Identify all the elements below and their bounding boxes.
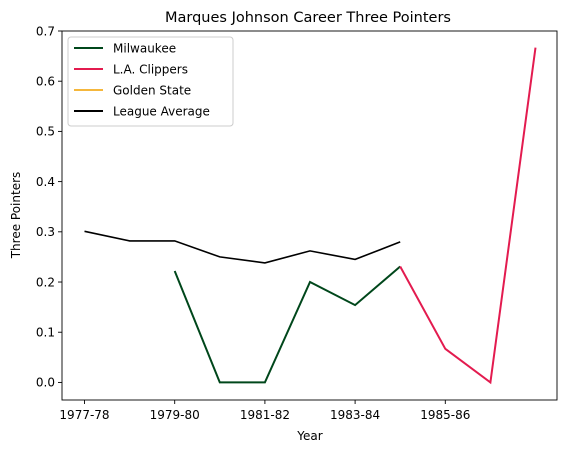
y-tick-label: 0.5 xyxy=(36,125,55,139)
x-tick-label: 1977-78 xyxy=(59,408,109,422)
chart-title: Marques Johnson Career Three Pointers xyxy=(165,10,451,26)
y-tick-label: 0.7 xyxy=(36,24,55,38)
plot-frame xyxy=(61,30,558,401)
y-tick-label: 0.6 xyxy=(36,75,55,89)
legend-box xyxy=(67,36,234,127)
legend-label: Golden State xyxy=(113,83,191,97)
legend-label: Milwaukee xyxy=(113,41,176,55)
legend-label: L.A. Clippers xyxy=(113,62,188,76)
x-tick-label: 1985-86 xyxy=(420,408,470,422)
series-line-1 xyxy=(399,47,537,385)
y-tick-label: 0.4 xyxy=(36,175,55,189)
x-tick-label: 1979-80 xyxy=(150,408,200,422)
y-axis-label: Three Pointers xyxy=(9,172,23,260)
legend-label: League Average xyxy=(113,104,210,118)
y-tick-label: 0.3 xyxy=(36,225,55,239)
y-tick-label: 0.1 xyxy=(36,326,55,340)
plot-lines xyxy=(84,47,537,385)
x-axis-label: Year xyxy=(296,429,322,443)
series-line-3 xyxy=(84,230,401,264)
legend: Milwaukee L.A. Clippers Golden State League… xyxy=(67,36,234,127)
x-tick-label: 1983-84 xyxy=(330,408,380,422)
x-ticks: 1977-781979-801981-821983-841985-861989-… xyxy=(59,400,470,422)
y-tick-label: 0.2 xyxy=(36,275,55,289)
y-tick-label: 0.0 xyxy=(36,376,55,390)
y-ticks: 0.0 0.1 0.2 0.3 0.4 0.5 0.6 0.7 xyxy=(36,24,62,390)
x-tick-label: 1981-82 xyxy=(240,408,290,422)
series-line-0 xyxy=(173,265,401,384)
